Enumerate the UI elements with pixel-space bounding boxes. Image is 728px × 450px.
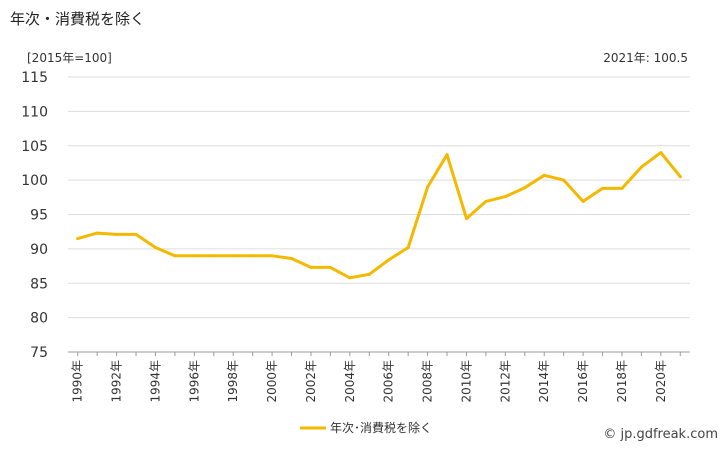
data-point-2011: [484, 199, 488, 203]
data-point-1990: [76, 237, 80, 241]
data-point-2018: [620, 186, 624, 190]
latest-value-label: 2021年: 100.5: [603, 51, 688, 65]
data-point-1994: [153, 246, 157, 249]
x-tick-label-2018: 2018年: [615, 360, 629, 403]
data-point-2016: [581, 199, 585, 203]
y-tick-75: 75: [30, 345, 48, 361]
data-point-2004: [348, 276, 352, 280]
chart-title: 年次・消費税を除く: [10, 10, 146, 28]
x-tick-label-2008: 2008年: [421, 360, 435, 403]
grid-lines: [68, 76, 690, 353]
x-tick-label-2012: 2012年: [498, 360, 512, 403]
data-point-2014: [542, 173, 546, 177]
data-point-2015: [562, 178, 566, 182]
data-point-1991: [95, 231, 99, 235]
y-axis-unit-label: [2015年=100]: [27, 51, 112, 65]
data-point-2010: [464, 217, 468, 221]
series-layer: [76, 151, 682, 280]
x-tick-label-2020: 2020年: [654, 360, 668, 403]
data-point-1992: [115, 232, 119, 236]
data-point-2013: [523, 186, 527, 190]
source-credit: © jp.gdfreak.com: [603, 427, 718, 442]
data-point-2000: [270, 254, 274, 258]
x-tick-label-1994: 1994年: [148, 360, 162, 403]
x-tick-label-1990: 1990年: [71, 360, 85, 403]
data-point-2005: [367, 272, 371, 276]
data-point-1998: [231, 254, 235, 258]
x-tick-label-1996: 1996年: [187, 360, 201, 403]
data-point-2008: [426, 185, 430, 189]
x-tick-label-2002: 2002年: [304, 360, 318, 403]
data-point-1999: [251, 254, 255, 258]
y-tick-105: 105: [21, 139, 48, 155]
data-point-1997: [212, 254, 216, 258]
data-point-2002: [309, 265, 313, 269]
y-tick-85: 85: [30, 276, 48, 292]
data-point-2020: [659, 151, 663, 155]
data-point-1996: [192, 254, 196, 258]
y-tick-labels: 75 80 85 90 95 100 105 110 115: [21, 70, 48, 361]
x-tick-label-2006: 2006年: [382, 360, 396, 403]
x-tick-label-2004: 2004年: [343, 360, 357, 403]
data-point-2007: [406, 246, 410, 249]
x-tick-label-1998: 1998年: [226, 360, 240, 403]
y-tick-90: 90: [30, 242, 48, 258]
data-point-1995: [173, 254, 177, 258]
x-tick-label-2014: 2014年: [537, 360, 551, 403]
data-point-2001: [290, 257, 294, 260]
y-tick-80: 80: [30, 311, 48, 327]
data-point-2003: [328, 265, 332, 269]
data-point-2012: [503, 195, 507, 199]
data-point-2017: [601, 186, 605, 190]
y-tick-95: 95: [30, 208, 48, 224]
data-point-1993: [134, 232, 138, 236]
x-tick-label-2000: 2000年: [265, 360, 279, 403]
legend: 年次･消費税を除く: [300, 420, 432, 435]
data-point-2021: [678, 175, 682, 179]
y-tick-110: 110: [21, 104, 48, 120]
series-line-0: [76, 151, 682, 280]
x-tick-label-2016: 2016年: [576, 360, 590, 403]
x-tick-labels: 1990年 1992年 1994年 1996年 1998年 2000年 2002年 2004年…: [71, 352, 681, 403]
data-point-2009: [445, 153, 449, 157]
y-tick-115: 115: [21, 70, 48, 86]
x-tick-label-2010: 2010年: [459, 360, 473, 403]
legend-label: 年次･消費税を除く: [330, 420, 432, 435]
data-point-2006: [387, 258, 391, 262]
y-tick-100: 100: [21, 173, 48, 189]
x-tick-label-1992: 1992年: [110, 360, 124, 403]
data-point-2019: [639, 165, 643, 169]
